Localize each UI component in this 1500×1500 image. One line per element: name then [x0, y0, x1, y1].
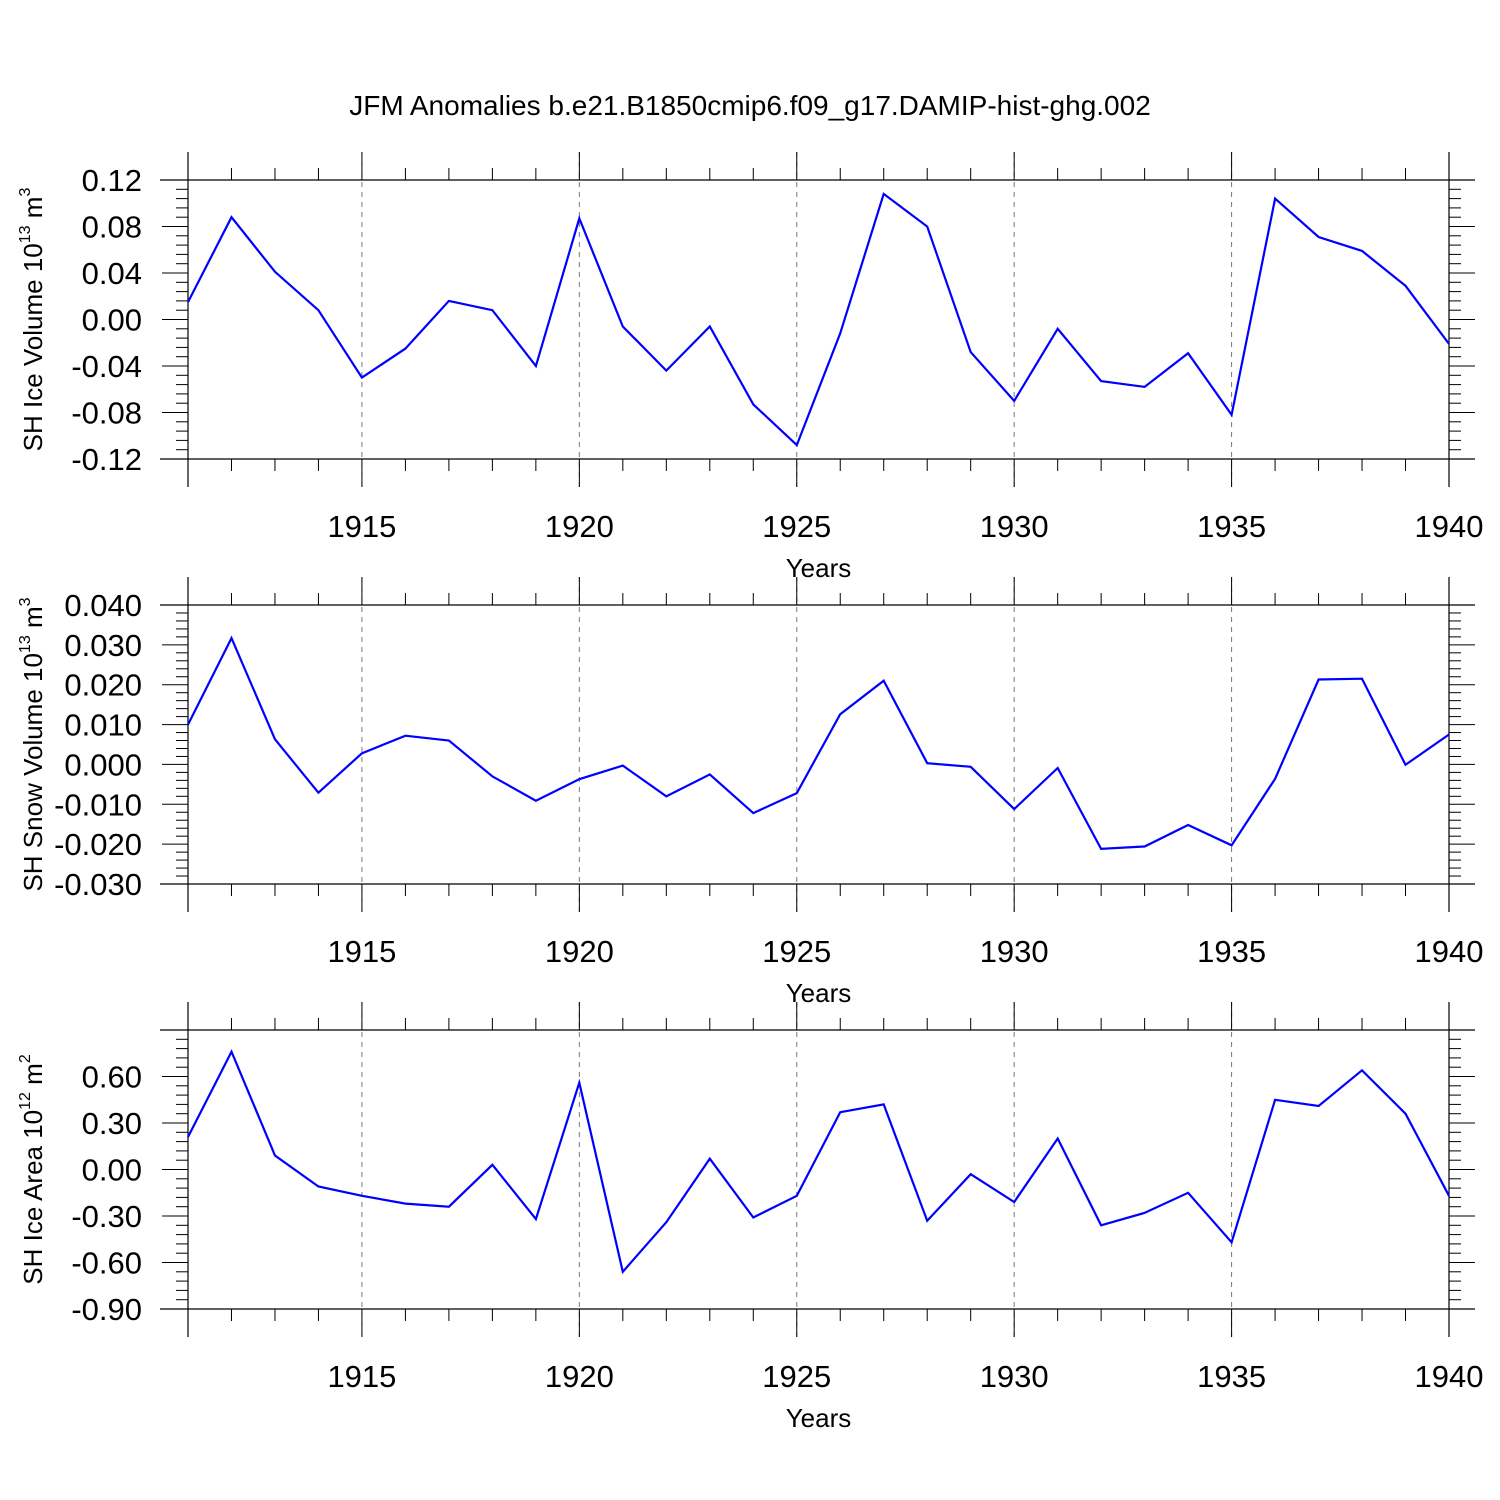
x-axis-title: Years	[786, 978, 852, 1008]
x-tick-label: 1935	[1197, 1359, 1266, 1394]
y-tick-label: 0.08	[82, 210, 142, 245]
y-tick-label: -0.30	[71, 1199, 142, 1234]
series-line	[187, 635, 1450, 851]
y-tick-label: 0.020	[64, 668, 142, 703]
x-tick-label: 1935	[1197, 509, 1266, 544]
y-axis-title: SH Snow Volume 1013 m3	[17, 597, 48, 891]
x-tick-label: 1930	[980, 934, 1049, 969]
x-tick-label: 1920	[545, 1359, 614, 1394]
series-line	[187, 192, 1450, 448]
y-tick-label: -0.12	[71, 442, 142, 477]
y-tick-label: 0.04	[82, 256, 142, 291]
y-tick-label: 0.040	[64, 588, 142, 623]
y-tick-label: 0.000	[64, 747, 142, 782]
x-tick-label: 1935	[1197, 934, 1266, 969]
x-tick-label: 1925	[762, 509, 831, 544]
panel-ice-area: -0.90 -0.60 -0.30 0.00 0.30 0.60 1915 1920 1925 1…	[17, 1002, 1483, 1433]
y-tick-label: -0.030	[54, 867, 142, 902]
y-tick-label: -0.90	[71, 1292, 142, 1327]
y-tick-label: -0.60	[71, 1246, 142, 1281]
panel-snow-volume: -0.030 -0.020 -0.010 0.000 0.010 0.020 0.030 0.…	[17, 577, 1483, 1008]
x-tick-label: 1915	[327, 1359, 396, 1394]
x-tick-label: 1930	[980, 509, 1049, 544]
x-tick-label: 1940	[1415, 1359, 1484, 1394]
y-tick-label: -0.04	[71, 349, 142, 384]
x-axis-title: Years	[786, 1403, 852, 1433]
panels: -0.12 -0.08 -0.04 0.00 0.04 0.08 0.12 1915 1920 1…	[17, 152, 1483, 1433]
x-tick-label: 1940	[1415, 509, 1484, 544]
x-axis-title: Years	[786, 553, 852, 583]
y-tick-label: 0.30	[82, 1106, 142, 1141]
x-tick-label: 1920	[545, 509, 614, 544]
panel-ice-volume: -0.12 -0.08 -0.04 0.00 0.04 0.08 0.12 1915 1920 1…	[17, 152, 1483, 583]
y-tick-label: -0.020	[54, 827, 142, 862]
y-tick-label: 0.60	[82, 1060, 142, 1095]
y-tick-label: 0.030	[64, 628, 142, 663]
x-tick-label: 1915	[327, 934, 396, 969]
x-tick-label: 1915	[327, 509, 396, 544]
y-tick-label: 0.00	[82, 303, 142, 338]
x-tick-label: 1940	[1415, 934, 1484, 969]
y-axis-title: SH Ice Area 1012 m2	[17, 1054, 48, 1285]
y-tick-label: 0.00	[82, 1153, 142, 1188]
y-tick-label: -0.010	[54, 787, 142, 822]
x-tick-label: 1925	[762, 934, 831, 969]
y-tick-label: -0.08	[71, 396, 142, 431]
figure-title: JFM Anomalies b.e21.B1850cmip6.f09_g17.D…	[349, 90, 1151, 121]
y-axis-title: SH Ice Volume 1013 m3	[17, 188, 48, 452]
y-tick-label: 0.010	[64, 708, 142, 743]
series-line	[187, 1049, 1450, 1275]
x-tick-label: 1920	[545, 934, 614, 969]
x-tick-label: 1925	[762, 1359, 831, 1394]
y-tick-label: 0.12	[82, 163, 142, 198]
x-tick-label: 1930	[980, 1359, 1049, 1394]
